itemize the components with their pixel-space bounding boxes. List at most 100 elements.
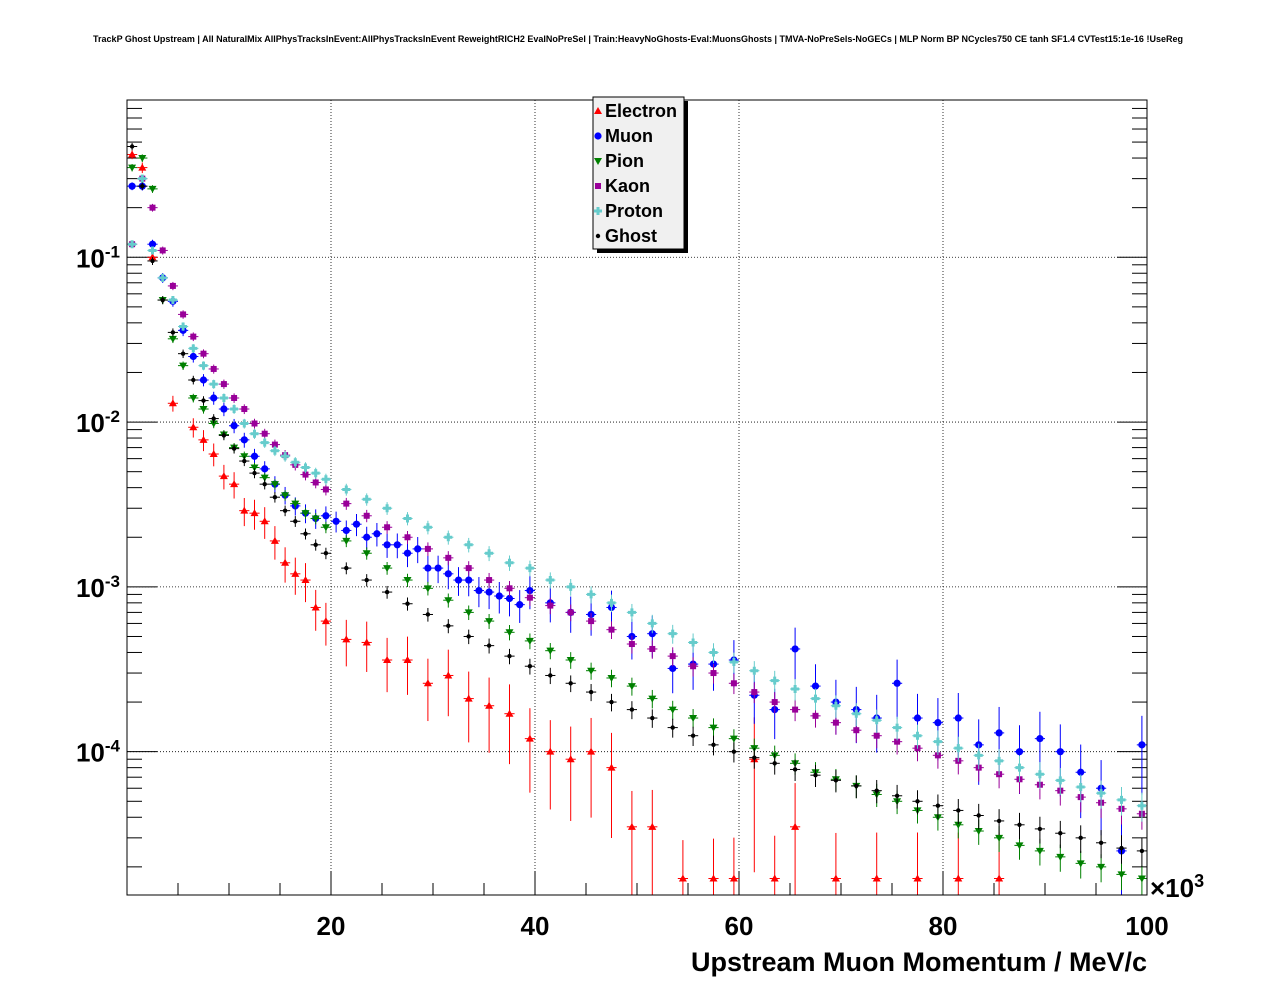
marker-proton xyxy=(648,619,657,628)
data-point xyxy=(188,418,199,438)
marker-ghost xyxy=(293,519,298,524)
marker-pion xyxy=(138,155,147,163)
marker-proton xyxy=(403,514,412,523)
marker-electron xyxy=(995,874,1004,882)
data-point xyxy=(208,414,219,424)
marker-proton xyxy=(1076,783,1085,792)
data-point xyxy=(728,673,739,695)
marker-muon xyxy=(383,541,391,549)
marker-electron xyxy=(128,150,137,158)
marker-ghost xyxy=(201,398,206,403)
data-point xyxy=(137,182,148,191)
marker-electron xyxy=(209,450,218,458)
data-point xyxy=(290,457,301,468)
marker-ghost xyxy=(160,297,165,303)
data-point xyxy=(249,428,260,439)
data-point xyxy=(708,735,719,756)
data-point xyxy=(178,322,189,331)
data-point xyxy=(586,717,597,818)
marker-proton xyxy=(189,344,198,353)
marker-electron xyxy=(230,480,239,488)
marker-pion xyxy=(179,362,188,370)
data-point xyxy=(667,647,678,667)
legend-marker xyxy=(595,183,601,189)
data-point xyxy=(157,296,168,305)
data-point xyxy=(586,662,597,680)
data-point xyxy=(484,638,495,654)
marker-kaon xyxy=(231,394,238,401)
data-point xyxy=(269,479,280,490)
data-point xyxy=(249,448,260,465)
data-point xyxy=(586,613,597,631)
data-point xyxy=(382,502,393,515)
data-point xyxy=(463,629,474,645)
data-point xyxy=(361,547,372,560)
marker-muon xyxy=(1077,768,1085,776)
data-point xyxy=(300,563,311,603)
data-point xyxy=(565,604,576,622)
marker-kaon xyxy=(190,333,197,340)
data-point xyxy=(1034,816,1045,844)
marker-muon xyxy=(791,645,799,653)
legend-item-proton: Proton xyxy=(594,201,663,221)
marker-pion xyxy=(1015,842,1024,850)
data-point xyxy=(626,677,637,696)
y-tick-label: 10-2 xyxy=(76,407,120,438)
marker-kaon xyxy=(180,311,187,318)
data-point xyxy=(892,716,903,741)
data-point xyxy=(280,505,291,517)
marker-proton xyxy=(607,598,616,607)
data-point xyxy=(208,379,219,389)
data-point xyxy=(830,695,841,718)
data-point xyxy=(830,832,841,895)
y-tick-label-exponent: -3 xyxy=(105,572,120,591)
x-axis-multiplier: ×103 xyxy=(1150,871,1204,903)
marker-ghost xyxy=(303,531,308,536)
data-point xyxy=(310,513,321,525)
marker-kaon xyxy=(210,365,217,372)
marker-pion xyxy=(954,821,963,829)
marker-pion xyxy=(321,524,330,532)
marker-kaon xyxy=(251,420,258,427)
data-point xyxy=(708,663,719,684)
marker-proton xyxy=(342,485,351,494)
data-point xyxy=(147,203,158,212)
data-point xyxy=(320,473,331,486)
data-point xyxy=(382,561,393,575)
data-point xyxy=(229,393,240,403)
marker-pion xyxy=(270,481,279,489)
data-point xyxy=(565,726,576,821)
marker-proton xyxy=(872,716,881,725)
legend-marker xyxy=(594,132,602,140)
marker-electron xyxy=(546,747,555,755)
marker-pion xyxy=(423,585,432,593)
marker-proton xyxy=(485,549,494,558)
data-point xyxy=(259,479,270,490)
marker-proton xyxy=(566,582,575,591)
data-point xyxy=(320,506,331,527)
marker-pion xyxy=(1076,860,1085,868)
data-point xyxy=(953,799,964,825)
data-point xyxy=(953,832,964,895)
data-point xyxy=(178,349,189,359)
data-point xyxy=(167,281,178,291)
marker-proton xyxy=(791,685,800,694)
data-point xyxy=(463,561,474,576)
data-point xyxy=(229,472,240,499)
marker-proton xyxy=(546,576,555,585)
data-point xyxy=(688,657,699,677)
x-axis-multiplier-exponent: 3 xyxy=(1194,871,1204,891)
marker-muon xyxy=(199,376,208,384)
marker-muon xyxy=(1056,748,1064,756)
marker-kaon xyxy=(343,500,350,507)
data-point xyxy=(198,404,209,414)
marker-electron xyxy=(566,755,575,763)
marker-ghost xyxy=(588,689,594,695)
marker-ghost xyxy=(629,707,635,712)
data-point xyxy=(269,526,280,560)
marker-proton xyxy=(770,676,779,685)
data-point xyxy=(137,154,148,163)
data-point xyxy=(1075,850,1086,879)
marker-proton xyxy=(852,709,861,718)
marker-ghost xyxy=(405,601,410,606)
